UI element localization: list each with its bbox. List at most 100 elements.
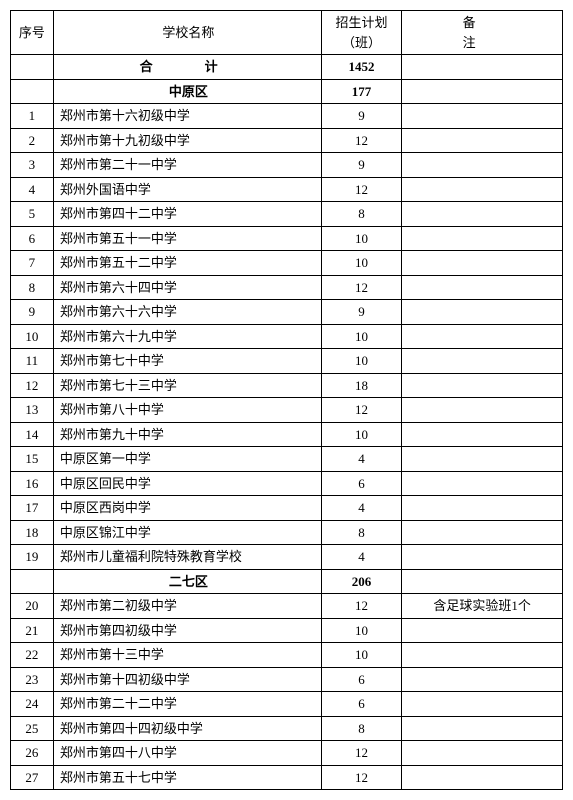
header-num: 序号 (11, 11, 54, 55)
school-name: 郑州市第八十中学 (53, 398, 321, 423)
district-note (402, 79, 563, 104)
row-note (402, 300, 563, 325)
row-num: 13 (11, 398, 54, 423)
table-row: 5郑州市第四十二中学8 (11, 202, 563, 227)
row-note (402, 324, 563, 349)
row-note (402, 398, 563, 423)
school-name: 郑州市第四初级中学 (53, 618, 321, 643)
table-row: 1郑州市第十六初级中学9 (11, 104, 563, 129)
row-note (402, 422, 563, 447)
plan-value: 12 (321, 275, 401, 300)
enrollment-plan-table: 序号 学校名称 招生计划 （班） 备 注 合 计 1452 中原区1771郑州市… (10, 10, 563, 790)
row-num: 1 (11, 104, 54, 129)
plan-value: 12 (321, 177, 401, 202)
plan-value: 10 (321, 349, 401, 374)
plan-value: 10 (321, 422, 401, 447)
row-note (402, 104, 563, 129)
table-row: 17中原区西岗中学4 (11, 496, 563, 521)
row-num: 24 (11, 692, 54, 717)
row-num: 18 (11, 520, 54, 545)
row-note (402, 520, 563, 545)
table-row: 2郑州市第十九初级中学12 (11, 128, 563, 153)
table-row: 26郑州市第四十八中学12 (11, 741, 563, 766)
table-row: 24郑州市第二十二中学6 (11, 692, 563, 717)
school-name: 郑州市第十九初级中学 (53, 128, 321, 153)
row-num: 25 (11, 716, 54, 741)
row-num: 4 (11, 177, 54, 202)
table-row: 12郑州市第七十三中学18 (11, 373, 563, 398)
school-name: 中原区回民中学 (53, 471, 321, 496)
plan-value: 10 (321, 618, 401, 643)
district-subtotal: 177 (321, 79, 401, 104)
row-num: 14 (11, 422, 54, 447)
table-row: 14郑州市第九十中学10 (11, 422, 563, 447)
row-note (402, 692, 563, 717)
school-name: 中原区西岗中学 (53, 496, 321, 521)
row-note (402, 471, 563, 496)
row-num: 22 (11, 643, 54, 668)
row-note (402, 349, 563, 374)
district-note (402, 569, 563, 594)
row-num: 2 (11, 128, 54, 153)
school-name: 中原区第一中学 (53, 447, 321, 472)
row-note (402, 765, 563, 790)
row-num: 15 (11, 447, 54, 472)
school-name: 郑州市第五十一中学 (53, 226, 321, 251)
row-num: 16 (11, 471, 54, 496)
row-num: 6 (11, 226, 54, 251)
district-subtotal: 206 (321, 569, 401, 594)
table-row: 21郑州市第四初级中学10 (11, 618, 563, 643)
row-note (402, 251, 563, 276)
row-num: 5 (11, 202, 54, 227)
table-row: 23郑州市第十四初级中学6 (11, 667, 563, 692)
row-num: 3 (11, 153, 54, 178)
school-name: 郑州市第十四初级中学 (53, 667, 321, 692)
school-name: 郑州市第七十中学 (53, 349, 321, 374)
table-row: 7郑州市第五十二中学10 (11, 251, 563, 276)
plan-value: 9 (321, 104, 401, 129)
row-note (402, 716, 563, 741)
school-name: 中原区锦江中学 (53, 520, 321, 545)
total-note (402, 55, 563, 80)
row-note (402, 496, 563, 521)
plan-value: 12 (321, 741, 401, 766)
district-name: 中原区 (53, 79, 321, 104)
row-note (402, 667, 563, 692)
school-name: 郑州市第二初级中学 (53, 594, 321, 619)
row-note (402, 741, 563, 766)
district-name: 二七区 (53, 569, 321, 594)
plan-value: 12 (321, 398, 401, 423)
row-note (402, 275, 563, 300)
table-row: 25郑州市第四十四初级中学8 (11, 716, 563, 741)
table-row: 19郑州市儿童福利院特殊教育学校4 (11, 545, 563, 570)
row-note (402, 177, 563, 202)
plan-value: 9 (321, 300, 401, 325)
district-row: 中原区177 (11, 79, 563, 104)
school-name: 郑州市第九十中学 (53, 422, 321, 447)
row-num: 23 (11, 667, 54, 692)
school-name: 郑州市第六十九中学 (53, 324, 321, 349)
row-num: 27 (11, 765, 54, 790)
plan-value: 6 (321, 471, 401, 496)
school-name: 郑州市第二十一中学 (53, 153, 321, 178)
row-num: 20 (11, 594, 54, 619)
row-note (402, 128, 563, 153)
row-num: 17 (11, 496, 54, 521)
row-num: 9 (11, 300, 54, 325)
table-row: 9郑州市第六十六中学9 (11, 300, 563, 325)
table-row: 27郑州市第五十七中学12 (11, 765, 563, 790)
total-value: 1452 (321, 55, 401, 80)
table-row: 16中原区回民中学6 (11, 471, 563, 496)
plan-value: 8 (321, 202, 401, 227)
school-name: 郑州市第五十二中学 (53, 251, 321, 276)
row-note (402, 202, 563, 227)
school-name: 郑州市第四十八中学 (53, 741, 321, 766)
school-name: 郑州市第五十七中学 (53, 765, 321, 790)
plan-value: 10 (321, 643, 401, 668)
row-num: 19 (11, 545, 54, 570)
plan-value: 4 (321, 545, 401, 570)
school-name: 郑州市第四十四初级中学 (53, 716, 321, 741)
plan-value: 12 (321, 765, 401, 790)
plan-value: 18 (321, 373, 401, 398)
plan-value: 10 (321, 251, 401, 276)
